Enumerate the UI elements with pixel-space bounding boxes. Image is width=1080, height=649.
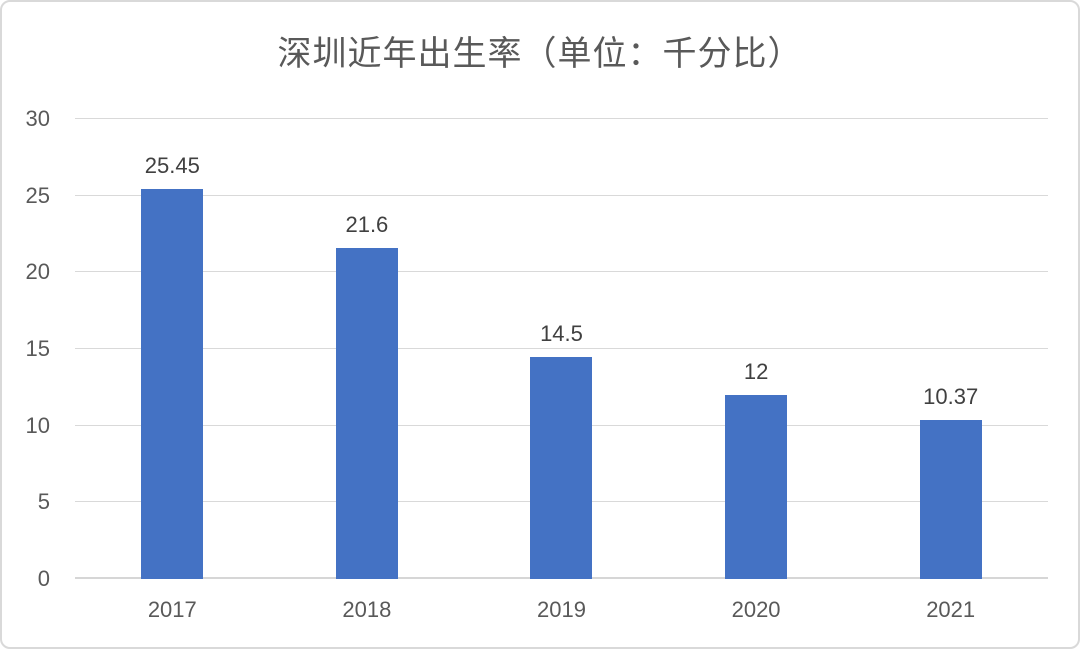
y-tick-label: 5 xyxy=(37,489,50,515)
bar-value-label: 12 xyxy=(743,359,769,384)
chart-title: 深圳近年出生率（单位：千分比） xyxy=(277,35,803,73)
bar xyxy=(725,395,788,579)
bar-slot: 14.5 xyxy=(464,119,659,579)
bar xyxy=(530,356,593,579)
gridline xyxy=(75,348,1048,349)
y-tick-label: 15 xyxy=(25,336,50,361)
gridline xyxy=(75,194,1048,196)
bar xyxy=(919,420,982,579)
bar-value-label: 14.5 xyxy=(540,320,583,346)
x-axis-tick-labels: 2017 2018 2019 2020 2021 xyxy=(75,595,1048,625)
bar xyxy=(141,188,204,579)
x-tick-label: 2019 xyxy=(537,597,586,622)
bar-value-label: 10.37 xyxy=(923,384,979,409)
y-tick-label: 30 xyxy=(25,106,50,131)
x-tick-label: 2018 xyxy=(342,597,392,622)
y-tick-label: 10 xyxy=(25,412,50,438)
bar-slot: 10.37 xyxy=(853,119,1048,579)
y-axis-tick-labels: 0 5 10 15 20 25 30 xyxy=(2,108,50,590)
bar-slot: 25.45 xyxy=(75,119,270,579)
bar xyxy=(335,247,398,579)
bar-series: 25.45 21.6 14.5 12 10.37 xyxy=(75,119,1048,579)
bar-value-label: 25.45 xyxy=(144,152,200,178)
bar-value-label: 21.6 xyxy=(345,211,389,237)
y-tick-label: 0 xyxy=(37,566,50,591)
gridline xyxy=(75,271,1048,273)
gridline xyxy=(75,118,1048,119)
x-tick-label: 2017 xyxy=(147,597,197,622)
y-tick-label: 25 xyxy=(25,182,50,208)
x-tick-label: 2020 xyxy=(731,597,781,622)
bar-slot: 12 xyxy=(659,119,854,579)
bar-slot: 21.6 xyxy=(270,119,465,579)
x-tick-label: 2021 xyxy=(926,597,976,622)
y-tick-label: 20 xyxy=(25,259,50,285)
